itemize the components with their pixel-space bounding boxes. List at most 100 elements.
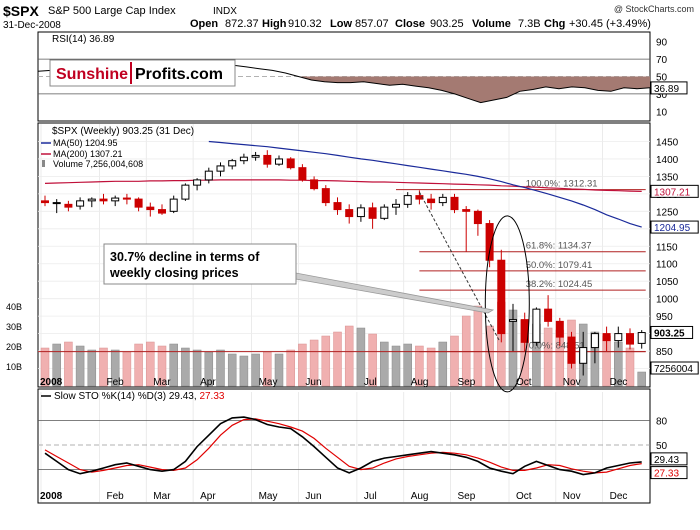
candle-body (275, 158, 283, 165)
candle-body (509, 319, 517, 322)
volume-bar (450, 335, 459, 387)
volume-bar (426, 347, 436, 387)
rsi-label: RSI(14) 36.89 (52, 34, 115, 45)
volume-tick-label: 10B (6, 362, 22, 372)
sto-y-tick-label: 80 (656, 416, 668, 427)
sto-x-month-label: Oct (516, 491, 532, 502)
candle-body (99, 198, 108, 202)
price-x-month-label: Nov (563, 377, 581, 388)
volume-bar (122, 351, 132, 387)
price-x-month-label: Sep (458, 377, 476, 388)
candle-body (462, 209, 471, 212)
sto-legend: Slow STO %K(14) %D(3) 29.43, 27.33 (41, 391, 225, 402)
candle-body (415, 195, 424, 200)
fib-level-label: 38.2%: 1024.45 (526, 279, 593, 290)
price-y-tick-label: 950 (656, 312, 673, 323)
rsi-y-tick-label: 90 (656, 38, 668, 49)
volume-bar (99, 347, 108, 387)
volume-value: 7.3B (518, 18, 541, 30)
close-label: Close (395, 18, 425, 30)
candle-body (310, 179, 319, 190)
rsi-y-tick-label: 50 (656, 73, 668, 84)
volume-bar (637, 371, 646, 387)
price-y-tick-label: 1350 (656, 172, 679, 183)
logo-box (49, 59, 236, 87)
ma200-last-value-box (650, 184, 699, 198)
ma200-line (44, 179, 642, 192)
logo-text-red: Sunshine (56, 66, 128, 83)
sto-k-line (44, 416, 642, 476)
price-x-month-label: Mar (153, 377, 171, 388)
sto-x-month-label: Aug (411, 491, 429, 502)
sto-layer: 80502029.4327.332008FebMarAprMayJunJulAu… (38, 392, 688, 502)
sto-k-last-value: 29.43 (654, 455, 679, 466)
sto-x-month-label: May (259, 491, 278, 502)
volume-bar (75, 345, 85, 387)
volume-bar (543, 327, 553, 387)
volume-bar (391, 345, 401, 387)
volume-bar (52, 343, 61, 387)
fib-level-label: 100.0%: 1312.31 (526, 179, 598, 190)
candle-body (567, 336, 576, 364)
candle-body (403, 195, 412, 205)
sto-d-last-value: 27.33 (654, 469, 679, 480)
candle-body (626, 333, 634, 345)
ma200-last-value: 1307.21 (654, 187, 691, 198)
volume-bar (146, 341, 155, 387)
candle-body (345, 209, 354, 218)
volume-bar (298, 343, 307, 387)
logo: Sunshine Profits.com (49, 59, 236, 87)
logo-divider (130, 62, 132, 84)
sto-x-month-label: Apr (200, 491, 216, 502)
candle-body (41, 200, 49, 204)
candle-body (368, 207, 377, 219)
candle-body (637, 332, 646, 344)
volume-bar (87, 349, 97, 387)
volume-bar (169, 343, 178, 387)
volume-bar (333, 331, 342, 387)
price-x-month-label: Dec (610, 377, 628, 388)
watermark: @ StockCharts.com (614, 4, 694, 14)
ma50-last-value: 1204.95 (654, 223, 691, 234)
candle-body (485, 223, 494, 261)
candle-body (438, 196, 447, 204)
candle-body (614, 333, 623, 342)
price-layer: 1450140013501300125012001150110010501000… (6, 124, 699, 393)
candle-body (193, 179, 202, 186)
sto-panel-frame (37, 388, 651, 504)
price-y-tick-label: 1450 (656, 137, 679, 148)
rsi-layer: 90 70 50 30 10 36.89 (37, 38, 688, 118)
candle-body (181, 184, 190, 200)
candle-body (169, 198, 178, 212)
volume-bar (110, 349, 120, 387)
volume-bar (368, 333, 377, 387)
price-y-tick-label: 1000 (656, 295, 679, 306)
ohlc-row: Open 872.37 High 910.32 Low 857.07 Close… (190, 18, 651, 30)
ma50-last-value-box (650, 220, 699, 234)
volume-bar (157, 345, 167, 387)
volume-bar (216, 349, 225, 387)
price-y-tick-label: 1050 (656, 277, 679, 288)
crash-ellipse (484, 215, 530, 393)
low-value: 857.07 (355, 18, 389, 30)
price-x-month-label: Apr (200, 377, 216, 388)
sto-label-d: 27.33 (199, 391, 224, 402)
candle-body (579, 347, 588, 364)
decline-trend-line (418, 191, 500, 341)
volume-bar (380, 341, 389, 387)
candle-body (146, 206, 155, 211)
candle-body (532, 308, 541, 343)
volume-bar (134, 343, 143, 387)
price-title: $SPX (Weekly) 903.25 (31 Dec) (52, 126, 194, 137)
price-x-month-label: Jun (305, 377, 321, 388)
candle-body (602, 333, 611, 342)
sto-x-month-label: Jun (305, 491, 321, 502)
volume-bar (181, 347, 190, 387)
volume-bar (274, 353, 284, 387)
low-label: Low (330, 18, 352, 30)
candle-body (497, 259, 506, 335)
candle-body (392, 203, 400, 208)
close-last-value: 903.25 (654, 328, 685, 339)
volume-tick-label: 20B (6, 342, 22, 352)
sto-d-line (44, 418, 642, 474)
